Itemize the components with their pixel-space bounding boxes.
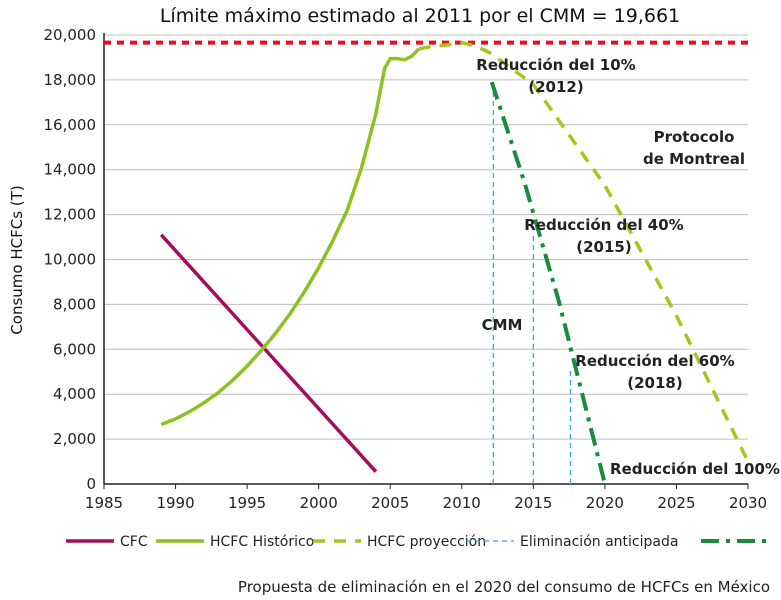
legend-label-hcfc_hist: HCFC Histórico	[210, 534, 314, 550]
x-tick-label: 2015	[514, 494, 552, 512]
y-tick-label: 6,000	[53, 340, 96, 358]
y-tick-label: 8,000	[53, 295, 96, 313]
series-hcfc_hist-line	[160, 47, 421, 427]
x-tick-label: 2020	[586, 494, 624, 512]
series-group	[104, 40, 750, 485]
x-tick-label: 1990	[156, 494, 194, 512]
y-axis-label: Consumo HCFCs (T)	[8, 185, 26, 334]
series-hcfc_proj-line	[418, 40, 750, 463]
annotation-red40-line2: (2015)	[576, 238, 631, 256]
x-tick-label: 2010	[443, 494, 481, 512]
axes	[103, 33, 749, 489]
annotation-red10-line2: (2012)	[528, 78, 583, 96]
x-tick-label: 2025	[657, 494, 695, 512]
x-tick-label: 2030	[729, 494, 767, 512]
annotation-red60-line2: (2018)	[627, 374, 682, 392]
x-tick-label: 1985	[85, 494, 123, 512]
series-cfc-line	[159, 233, 378, 473]
annotation-montreal-line2: de Montreal	[643, 150, 745, 168]
caption: Propuesta de eliminación en el 2020 del …	[238, 578, 770, 596]
y-tick-label: 18,000	[44, 71, 97, 89]
legend-label-elim: Eliminación anticipada	[520, 534, 678, 550]
annotation-montreal: Protocolo	[654, 128, 735, 146]
x-tick-label: 1995	[228, 494, 266, 512]
y-tick-label: 14,000	[44, 161, 97, 179]
annotation-red100: Reducción del 100%	[610, 460, 780, 478]
legend-label-hcfc_proj: HCFC proyección	[367, 534, 486, 550]
grid	[104, 34, 748, 440]
annotation-cmm: CMM	[482, 316, 523, 334]
annotation-red40: Reducción del 40%	[524, 216, 683, 234]
annotation-red10: Reducción del 10%	[476, 56, 635, 74]
x-tick-label: 2000	[300, 494, 338, 512]
tick-labels: 0 2,000 4,000 6,000 8,000 10,000 12,000 14,000 1…	[44, 26, 768, 512]
y-tick-label: 16,000	[44, 116, 97, 134]
series-cmm-line	[489, 81, 607, 485]
y-tick-label: 0	[86, 475, 96, 493]
y-tick-label: 4,000	[53, 385, 96, 403]
annotation-red60: Reducción del 60%	[575, 352, 734, 370]
legend-label-cfc: CFC	[120, 534, 148, 550]
y-tick-label: 2,000	[53, 430, 96, 448]
annotations: Reducción del 10% (2012) Reducción del 40%…	[476, 56, 780, 478]
chart-title: Límite máximo estimado al 2011 por el CM…	[160, 5, 680, 27]
y-tick-label: 20,000	[44, 26, 97, 44]
y-tick-label: 10,000	[44, 251, 97, 269]
x-tick-label: 2005	[371, 494, 409, 512]
y-tick-label: 12,000	[44, 206, 97, 224]
legend: CFC HCFC Histórico HCFC proyección Eliminac…	[66, 534, 771, 550]
